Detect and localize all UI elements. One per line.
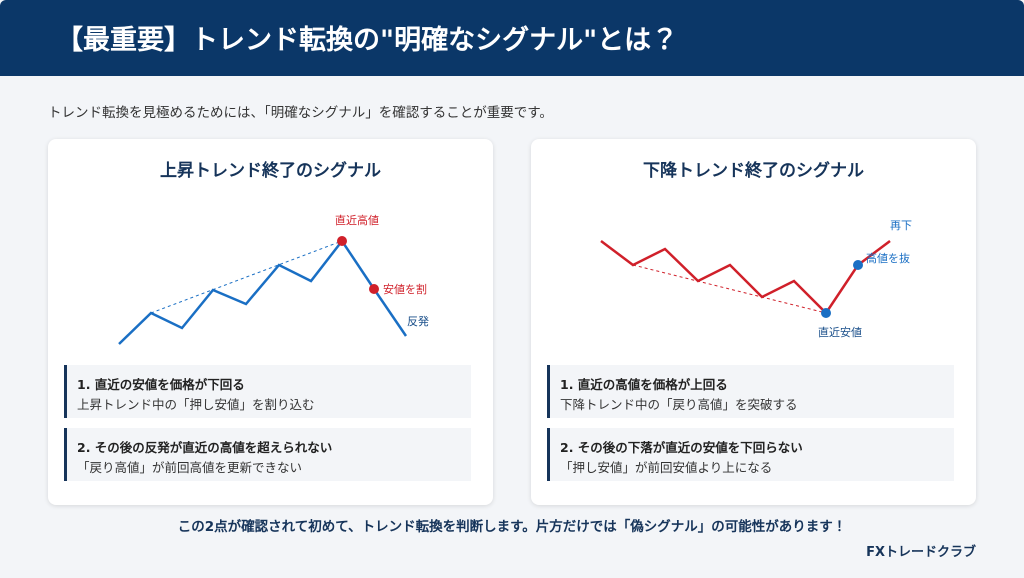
brand: FXトレードクラブ xyxy=(866,545,976,560)
chart-label: 安値を割 xyxy=(383,283,427,296)
title: 【最重要】トレンド転換の"明確なシグナル"とは？ xyxy=(56,25,679,56)
card: 下降トレンド終了のシグナル 1. 直近の高値を価格が上回る下降トレンド中の「戻り… xyxy=(531,139,976,505)
marker xyxy=(369,284,379,294)
point-box: 2. その後の下落が直近の安値を下回らない 「押し安値」が前回安値より上になる xyxy=(547,428,954,481)
chart-label: 直近安値 xyxy=(818,326,862,339)
card-title: 上昇トレンド終了のシグナル xyxy=(160,161,381,181)
marker xyxy=(853,260,863,270)
point-text: 上昇トレンド中の「押し安値」を割り込む xyxy=(77,397,315,412)
price-line xyxy=(600,240,891,315)
marker xyxy=(337,236,347,246)
point-box: 1. 直近の安値を価格が下回る上昇トレンド中の「押し安値」を割り込む xyxy=(64,365,471,418)
point-text: 「押し安値」が前回安値より上になる xyxy=(560,460,773,475)
point-text: 下降トレンド中の「戻り高値」を突破する xyxy=(560,397,798,412)
chart-label: 高値を抜 xyxy=(866,251,910,265)
chart-label: 直近高値 xyxy=(335,213,379,227)
price-line xyxy=(118,238,408,345)
point-heading: 2. その後の下落が直近の安値を下回らない xyxy=(560,440,803,455)
uptrend-chart: 直近高値 安値を割 反発 xyxy=(118,213,429,345)
footer-note: この2点が確認されて初めて、トレンド転換を判断します。片方だけでは「偽シグナル」… xyxy=(177,519,847,535)
point-heading: 1. 直近の安値を価格が下回る xyxy=(77,377,245,392)
intro: トレンド転換を見極めるためには、「明確なシグナル」を確認することが重要です。 xyxy=(48,105,553,121)
card: 上昇トレンド終了のシグナル 1. 直近の安値を価格が下回る上昇トレンド中の「押し… xyxy=(48,139,493,505)
header: 【最重要】トレンド転換の"明確なシグナル"とは？ xyxy=(0,0,1024,76)
downtrend-chart: 直近安値 高値を抜 再下 xyxy=(600,219,912,339)
point-heading: 2. その後の反発が直近の高値を超えられない xyxy=(77,440,333,455)
marker xyxy=(821,308,831,318)
chart-label: 再下 xyxy=(890,219,912,232)
point-text: 「戻り高値」が前回高値を更新できない xyxy=(77,460,303,475)
point-heading: 1. 直近の高値を価格が上回る xyxy=(560,377,728,392)
card-title: 下降トレンド終了のシグナル xyxy=(643,161,864,181)
point-box: 1. 直近の高値を価格が上回る下降トレンド中の「戻り高値」を突破する xyxy=(547,365,954,418)
point-box: 2. その後の反発が直近の高値を超えられない 「戻り高値」が前回高値を更新できない xyxy=(64,428,471,481)
trend-line xyxy=(632,264,827,314)
chart-label: 反発 xyxy=(407,314,429,328)
trend-line xyxy=(150,240,343,314)
